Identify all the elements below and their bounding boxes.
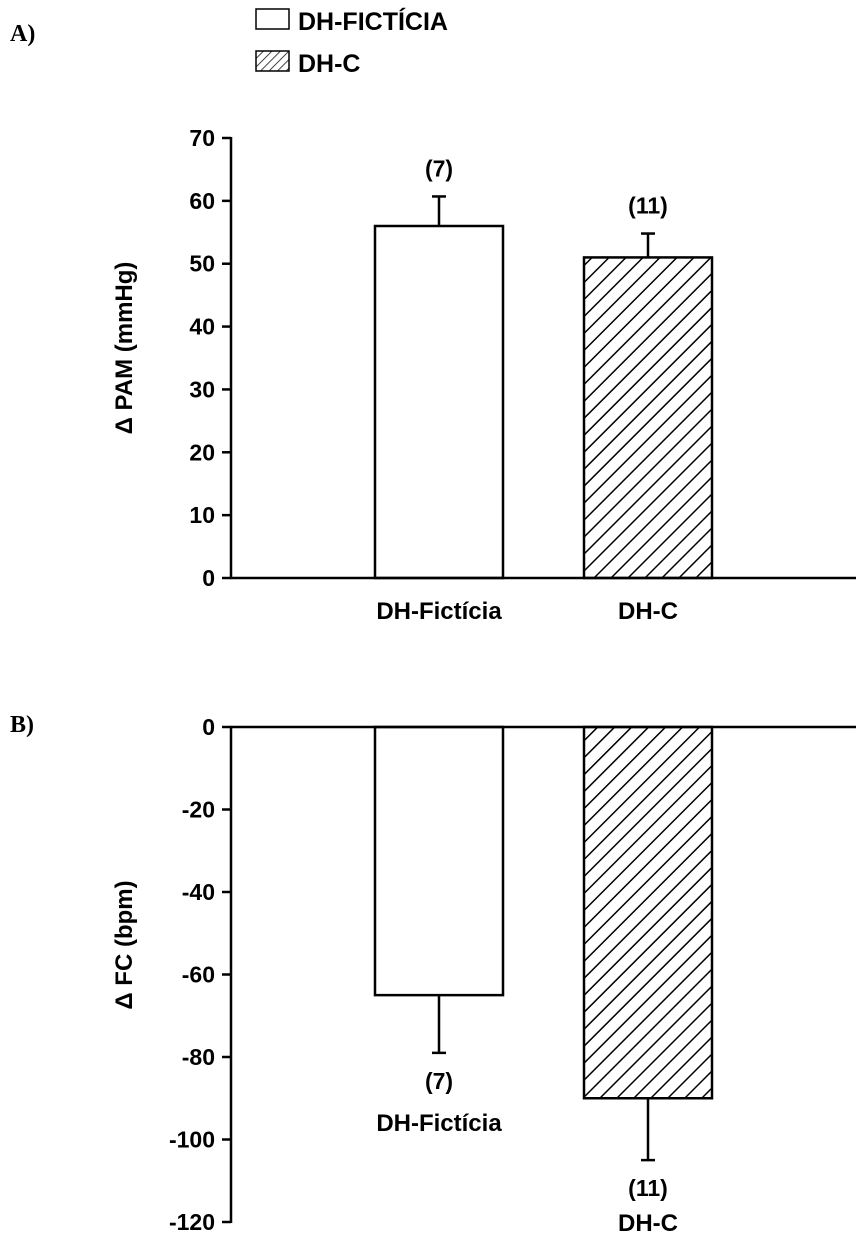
category-label: DH-C xyxy=(618,1210,678,1237)
axes-a xyxy=(229,137,856,580)
bar-dh-ficticia xyxy=(373,224,505,580)
category-label: DH-C xyxy=(618,598,678,625)
labels-a: (7) DH-Fictícia (11) DH-C xyxy=(376,155,678,625)
category-label: DH-Fictícia xyxy=(376,598,502,625)
y-axis-a: 0 10 20 30 40 50 60 70 xyxy=(189,125,231,591)
bar-dh-c xyxy=(582,725,714,1100)
axes-b xyxy=(229,725,856,1223)
panel-label-b: B) xyxy=(10,712,34,738)
y-tick-label: 0 xyxy=(202,565,215,591)
y-tick-label: 60 xyxy=(189,188,215,214)
n-label: (7) xyxy=(425,155,453,181)
legend-item-dh-c: DH-C xyxy=(255,50,361,78)
chart-panel-a: A) Δ PAM (mmHg) 0 10 20 30 40 50 60 70 (7) DH-Fi… xyxy=(10,21,856,625)
y-tick-label: -100 xyxy=(169,1127,215,1153)
legend-label-dh-c: DH-C xyxy=(298,50,361,78)
y-tick-label: 40 xyxy=(189,314,215,340)
legend-label-dh-ficticia: DH-FICTÍCIA xyxy=(298,7,448,36)
bars-b xyxy=(373,725,714,1162)
y-tick-label: -60 xyxy=(182,962,215,988)
bars-a xyxy=(373,195,714,580)
n-label: (7) xyxy=(425,1068,453,1094)
legend-item-dh-ficticia: DH-FICTÍCIA xyxy=(255,7,448,36)
y-tick-label: 10 xyxy=(189,502,215,528)
y-tick-label: -120 xyxy=(169,1209,215,1235)
panel-label-a: A) xyxy=(10,21,35,47)
y-tick-label: -20 xyxy=(182,797,215,823)
legend-swatch-hatch xyxy=(255,50,290,72)
y-axis-title-b: Δ FC (bpm) xyxy=(111,880,138,1009)
labels-b: (7) DH-Fictícia (11) DH-C xyxy=(376,1068,678,1237)
chart-panel-b: B) Δ FC (bpm) 0 -20 -40 -60 -80 -100 -120 (7) D… xyxy=(10,712,856,1237)
n-label: (11) xyxy=(628,1175,668,1201)
category-label: DH-Fictícia xyxy=(376,1110,502,1137)
y-tick-label: 20 xyxy=(189,439,215,465)
y-tick-label: -40 xyxy=(182,879,215,905)
bar-dh-c xyxy=(582,256,714,580)
y-tick-label: 30 xyxy=(189,376,215,402)
y-tick-label: 70 xyxy=(189,125,215,151)
y-tick-label: 50 xyxy=(189,251,215,277)
y-tick-label: -80 xyxy=(182,1044,215,1070)
legend-swatch-white xyxy=(255,8,290,30)
legend: DH-FICTÍCIA DH-C xyxy=(255,7,448,78)
y-axis-title-a: Δ PAM (mmHg) xyxy=(111,262,138,435)
bar-dh-ficticia xyxy=(373,725,505,997)
n-label: (11) xyxy=(628,193,668,219)
y-tick-label: 0 xyxy=(202,714,215,740)
y-axis-b: 0 -20 -40 -60 -80 -100 -120 xyxy=(169,714,231,1235)
